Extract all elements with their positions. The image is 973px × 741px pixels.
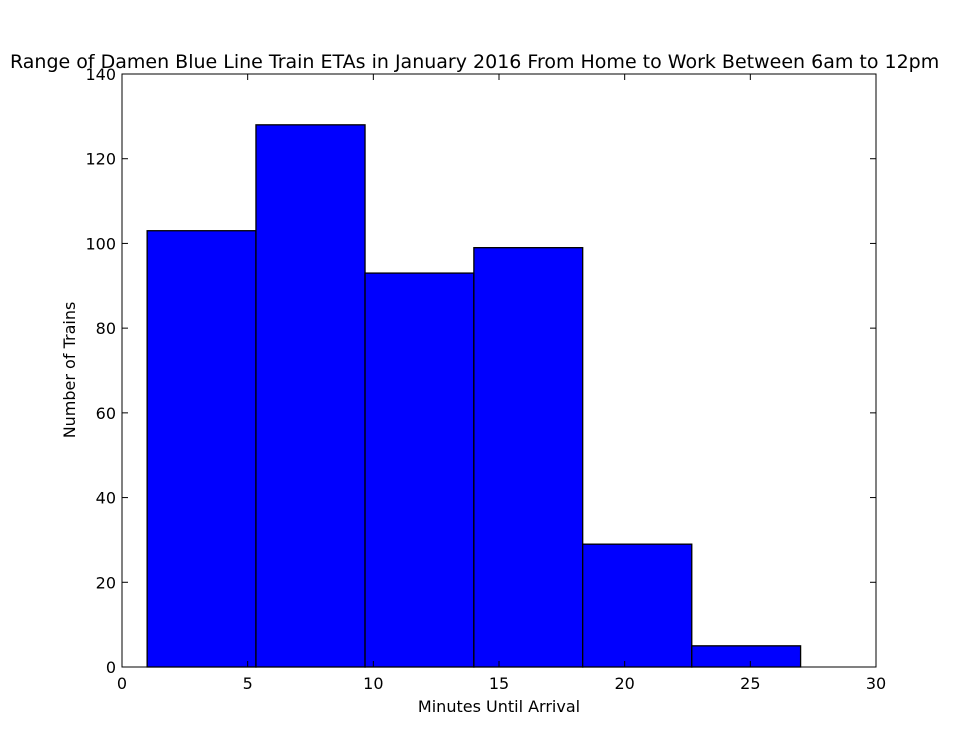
y-tick-label-60: 60 — [96, 404, 116, 423]
x-tick-label-0: 0 — [117, 674, 127, 693]
histogram-bar-5 — [582, 543, 693, 668]
histogram-bar-2 — [255, 124, 366, 668]
x-tick-label-5: 5 — [243, 674, 253, 693]
y-axis-label: Number of Trains — [60, 302, 79, 439]
chart-title: Range of Damen Blue Line Train ETAs in J… — [10, 51, 939, 73]
y-tick-label-0: 0 — [106, 658, 116, 677]
y-tick-label-20: 20 — [96, 573, 116, 592]
x-tick-label-30: 30 — [866, 674, 886, 693]
histogram-bar-6 — [691, 645, 802, 668]
bars-layer — [146, 124, 802, 668]
histogram-bar-4 — [473, 247, 584, 668]
histogram-bar-3 — [364, 272, 475, 668]
x-axis-label: Minutes Until Arrival — [418, 697, 580, 716]
x-tick-label-25: 25 — [740, 674, 760, 693]
y-tick-label-80: 80 — [96, 319, 116, 338]
y-tick-label-100: 100 — [85, 234, 116, 253]
ticks-layer: 0 5 10 15 20 25 30 0 20 40 60 80 100 120 140 — [85, 65, 886, 693]
y-tick-label-140: 140 — [85, 65, 116, 84]
y-tick-label-120: 120 — [85, 150, 116, 169]
x-tick-label-10: 10 — [363, 674, 383, 693]
histogram-bar-1 — [146, 230, 257, 668]
x-tick-label-15: 15 — [489, 674, 509, 693]
y-tick-label-40: 40 — [96, 489, 116, 508]
x-tick-label-20: 20 — [614, 674, 634, 693]
